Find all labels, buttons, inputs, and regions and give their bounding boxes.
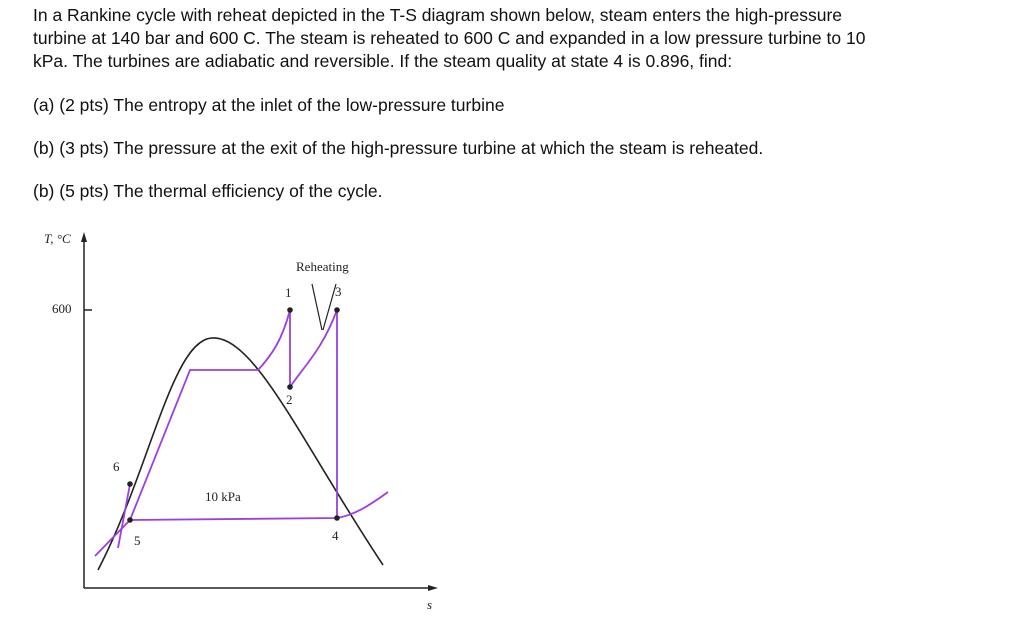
state-label: 3 bbox=[335, 284, 342, 299]
state-label: 2 bbox=[286, 392, 293, 407]
arrowhead bbox=[428, 585, 438, 591]
saturation-dome bbox=[97, 337, 384, 571]
reheating-label: Reheating bbox=[296, 259, 349, 274]
cycle bbox=[94, 309, 389, 557]
state-label: 1 bbox=[285, 285, 292, 300]
pointer bbox=[311, 283, 337, 331]
axes bbox=[83, 238, 432, 589]
tick-label: 600 bbox=[52, 301, 72, 316]
pressure-label: 10 kPa bbox=[205, 489, 241, 504]
state-label: 5 bbox=[134, 533, 141, 548]
cycle-path bbox=[94, 309, 338, 557]
question: (b) (3 pts) The pressure at the exit of … bbox=[33, 138, 764, 158]
arrowhead bbox=[81, 232, 87, 242]
state-label: 4 bbox=[332, 528, 339, 543]
problem-line: In a Rankine cycle with reheat depicted … bbox=[33, 5, 843, 25]
state-points bbox=[127, 307, 340, 523]
question: (b) (5 pts) The thermal efficiency of th… bbox=[33, 181, 383, 201]
question: (a) (2 pts) The entropy at the inlet of … bbox=[33, 95, 505, 115]
problem-line: kPa. The turbines are adiabatic and reve… bbox=[33, 51, 733, 71]
isobar bbox=[336, 491, 389, 519]
state-label: 6 bbox=[113, 459, 120, 474]
y-axis-label: T, °C bbox=[44, 231, 71, 246]
x-axis-label: s bbox=[427, 597, 432, 612]
problem-line: turbine at 140 bar and 600 C. The steam … bbox=[33, 28, 866, 48]
pump-line bbox=[117, 483, 131, 549]
